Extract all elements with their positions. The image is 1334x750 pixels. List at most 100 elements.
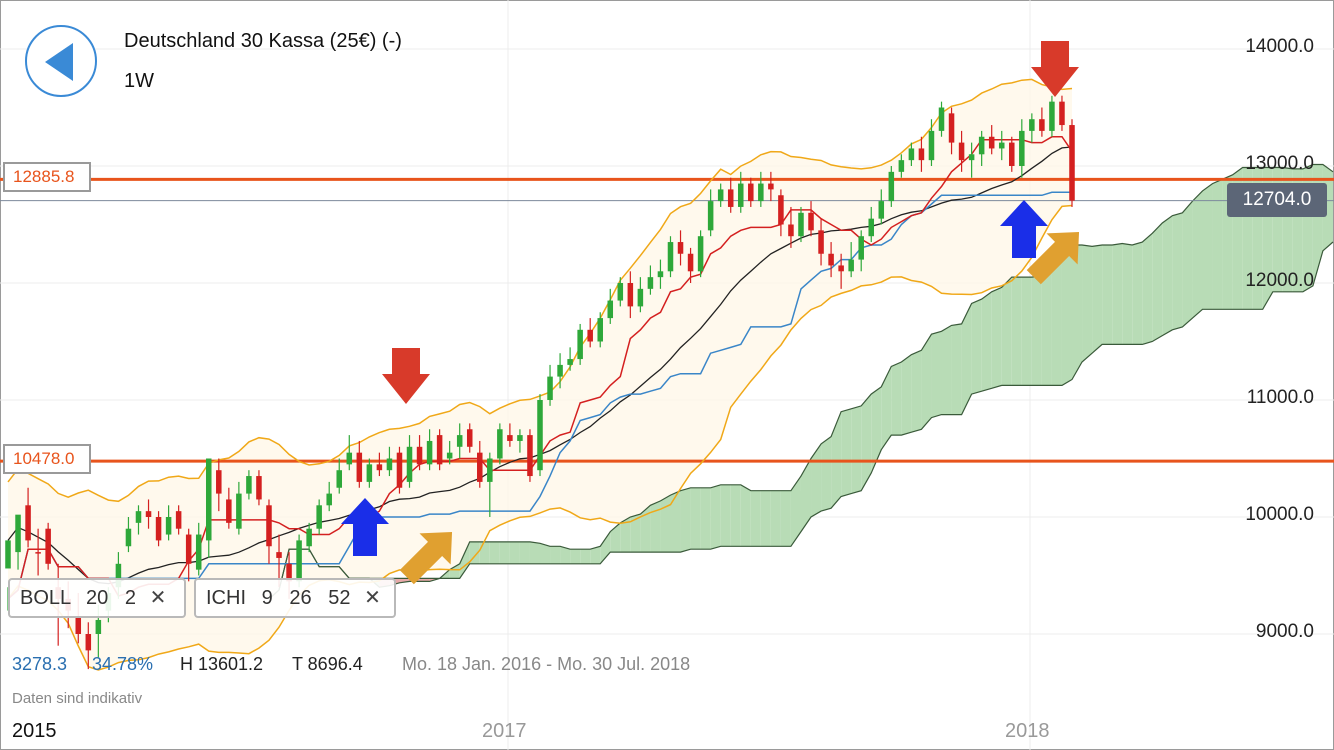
indicator-params: 9 26 52 — [261, 587, 351, 609]
y-tick-label: 12000.0 — [1245, 270, 1314, 291]
candle-body — [587, 329, 593, 342]
x-tick-label: 2015 — [12, 720, 57, 742]
candle-body — [1019, 130, 1025, 166]
candle-body — [246, 476, 252, 494]
candle-body — [487, 458, 493, 482]
candle-body — [958, 142, 965, 161]
chart-period[interactable]: 1W — [124, 70, 154, 92]
candle-body — [607, 300, 614, 319]
x-tick-label: 2017 — [482, 720, 527, 742]
ichimoku-cloud-segment — [1152, 223, 1163, 342]
level-tag-upper[interactable]: 12885.8 — [3, 162, 91, 192]
x-tick-label: 2018 — [1005, 720, 1050, 742]
back-button[interactable] — [25, 25, 97, 97]
ichimoku-cloud-segment — [540, 543, 551, 564]
candle-body — [75, 616, 82, 634]
candle-body — [236, 493, 242, 529]
ichimoku-cloud-segment — [640, 505, 651, 553]
ichimoku-cloud-segment — [1031, 275, 1042, 386]
candle-body — [617, 283, 624, 301]
ichimoku-cloud-segment — [1001, 277, 1012, 386]
ichimoku-cloud-segment — [1102, 244, 1113, 345]
candle-body — [416, 446, 423, 465]
candle-body — [426, 440, 433, 465]
ichimoku-cloud-segment — [419, 578, 430, 582]
ichimoku-cloud-segment — [1182, 201, 1193, 327]
candle-body — [758, 183, 764, 202]
close-icon[interactable]: ✕ — [149, 587, 167, 609]
ichimoku-cloud-segment — [881, 366, 892, 450]
candle-body — [306, 528, 312, 547]
ichimoku-cloud-segment — [740, 484, 751, 547]
ichimoku-cloud-segment — [1061, 244, 1072, 386]
ichimoku-cloud-segment — [630, 514, 641, 553]
candle-body — [707, 201, 714, 231]
candle-body — [276, 552, 282, 558]
candle-body — [768, 183, 774, 190]
close-icon[interactable]: ✕ — [364, 587, 381, 609]
disclaimer: Daten sind indikativ — [12, 690, 143, 707]
candle-body — [567, 359, 573, 365]
ichimoku-cloud-segment — [1011, 277, 1022, 386]
candle-body — [216, 470, 222, 494]
candle-body — [527, 435, 533, 477]
ichimoku-cloud-segment — [509, 541, 520, 564]
y-tick-label: 11000.0 — [1246, 387, 1314, 408]
candle-body — [15, 514, 21, 553]
candle-body — [5, 540, 11, 569]
candle-body — [878, 201, 885, 219]
stat-change-pct: 34.78% — [92, 654, 154, 674]
candle-body — [316, 505, 322, 529]
ichimoku-cloud-segment — [931, 331, 942, 418]
ichimoku-cloud-segment — [1142, 233, 1153, 345]
signal-arrow-diagonal-right — [1026, 231, 1080, 285]
ichimoku-cloud-segment — [489, 541, 500, 564]
ichimoku-cloud-segment — [700, 487, 711, 550]
ichimoku-cloud-segment — [690, 487, 701, 550]
stat-range: Mo. 18 Jan. 2016 - Mo. 30 Jul. 2018 — [402, 654, 691, 674]
stat-low: T 8696.4 — [292, 654, 363, 674]
candle-body — [185, 534, 192, 564]
candle-body — [697, 236, 704, 272]
candle-body — [968, 154, 975, 161]
candle-body — [717, 189, 724, 202]
ichimoku-cloud-segment — [770, 490, 781, 547]
level-tag-lower[interactable]: 10478.0 — [3, 444, 91, 474]
ichimoku-cloud-segment — [670, 490, 681, 553]
instrument-title: Deutschland 30 Kassa (25€) (-) — [124, 30, 402, 52]
bollinger-band-fill — [8, 79, 1072, 670]
ichimoku-cloud-segment — [800, 458, 812, 532]
candle-body — [296, 540, 302, 582]
candle-body — [748, 183, 754, 202]
ichimoku-cloud-segment — [981, 291, 992, 392]
candle-body — [85, 634, 92, 651]
indicator-chip-boll[interactable]: BOLL 20 2 ✕ — [8, 578, 186, 618]
candle-body — [547, 376, 553, 400]
candle-body — [637, 288, 644, 307]
candle-body — [145, 511, 152, 517]
ichimoku-cloud-segment — [961, 303, 972, 415]
ichimoku-cloud-segment — [570, 549, 581, 564]
candle-body — [336, 470, 343, 488]
candle-body — [687, 253, 694, 272]
candle-body — [888, 171, 895, 202]
candle-body — [165, 517, 172, 535]
candle-body — [908, 148, 915, 161]
stat-high: H 13601.2 — [180, 654, 264, 674]
ichimoku-cloud-segment — [399, 578, 410, 583]
candle-body — [938, 107, 945, 131]
candle-body — [998, 142, 1005, 149]
candle-body — [366, 464, 373, 482]
indicator-chip-ichi[interactable]: ICHI 9 26 52 ✕ — [194, 578, 396, 618]
candle-body — [788, 224, 794, 237]
candle-body — [737, 183, 744, 207]
candle-body — [1059, 101, 1065, 126]
candle-body — [205, 458, 212, 541]
candle-body — [466, 429, 473, 447]
ichimoku-cloud-segment — [951, 323, 962, 415]
ichimoku-cloud-segment — [991, 287, 1002, 389]
candle-body — [266, 505, 272, 547]
ichimoku-cloud-segment — [891, 361, 902, 436]
candle-body — [517, 435, 523, 441]
